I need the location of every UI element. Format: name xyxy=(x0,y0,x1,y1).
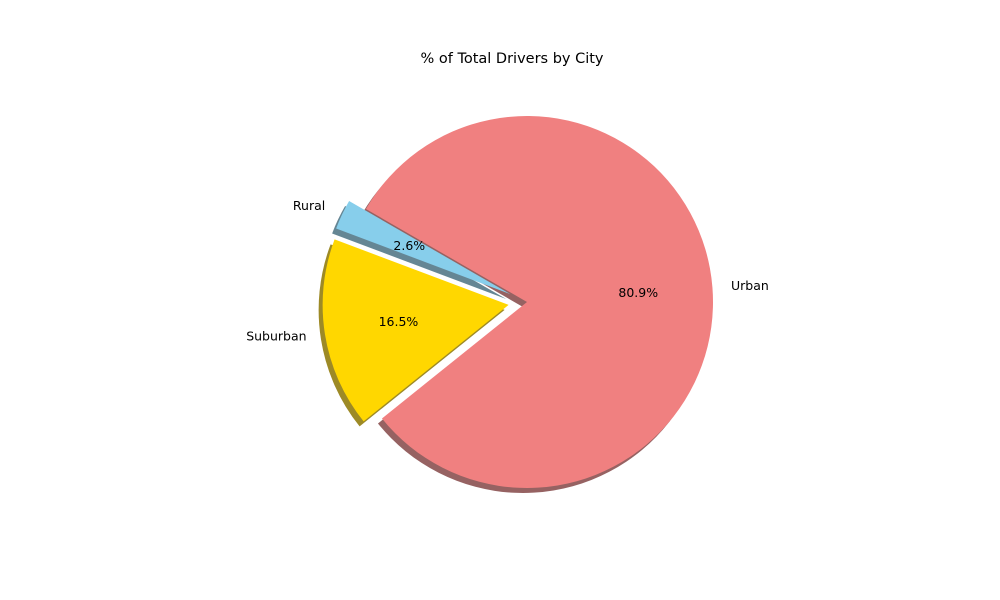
pct-label-urban: 80.9% xyxy=(618,285,658,300)
slice-label-suburban: Suburban xyxy=(246,329,306,344)
slices xyxy=(322,116,713,489)
slice-suburban xyxy=(322,239,509,422)
pct-label-rural: 2.6% xyxy=(393,238,425,253)
slice-urban xyxy=(365,116,713,489)
slice-labels: Rural 2.6% Suburban 16.5% Urban 80.9% xyxy=(246,198,769,344)
pct-label-suburban: 16.5% xyxy=(379,314,419,329)
chart-title: % of Total Drivers by City xyxy=(420,51,603,67)
slice-rural xyxy=(336,201,511,295)
slice-label-rural: Rural xyxy=(293,198,325,213)
slice-label-urban: Urban xyxy=(731,278,769,293)
